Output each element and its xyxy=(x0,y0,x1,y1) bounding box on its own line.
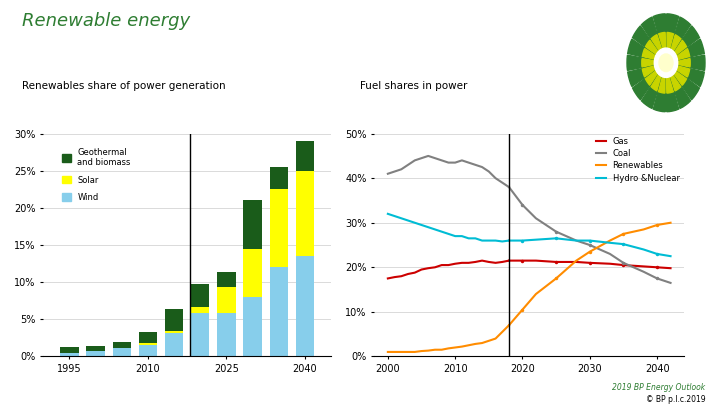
Wedge shape xyxy=(628,39,666,63)
Bar xyxy=(270,267,288,356)
Wedge shape xyxy=(666,63,686,85)
Wedge shape xyxy=(666,40,686,63)
Wedge shape xyxy=(642,49,666,63)
Wedge shape xyxy=(666,32,673,63)
Bar xyxy=(60,347,78,353)
Bar xyxy=(217,272,235,287)
Bar xyxy=(296,171,314,256)
Legend: Gas, Coal, Renewables, Hydro &Nuclear: Gas, Coal, Renewables, Hydro &Nuclear xyxy=(593,133,683,186)
Wedge shape xyxy=(666,49,690,63)
Bar xyxy=(112,341,131,348)
Wedge shape xyxy=(659,63,666,93)
Bar xyxy=(191,284,210,307)
Bar xyxy=(270,189,288,267)
Bar xyxy=(296,141,314,171)
Bar xyxy=(165,309,184,331)
Bar xyxy=(139,332,157,343)
Bar xyxy=(243,200,262,249)
Bar xyxy=(243,249,262,297)
Bar xyxy=(112,348,131,356)
Wedge shape xyxy=(646,63,666,85)
Wedge shape xyxy=(666,63,690,77)
Bar xyxy=(191,307,210,313)
Bar xyxy=(139,343,157,345)
Wedge shape xyxy=(642,17,666,63)
Circle shape xyxy=(654,48,678,77)
Wedge shape xyxy=(666,63,704,87)
Wedge shape xyxy=(646,40,666,63)
Wedge shape xyxy=(666,63,679,112)
Bar xyxy=(191,313,210,356)
Wedge shape xyxy=(627,55,666,70)
Wedge shape xyxy=(666,17,690,63)
Wedge shape xyxy=(666,59,690,67)
Legend: Geothermal
and biomass, Solar, Wind: Geothermal and biomass, Solar, Wind xyxy=(59,145,134,205)
Circle shape xyxy=(659,54,673,72)
Wedge shape xyxy=(651,63,666,91)
Wedge shape xyxy=(659,32,666,63)
Bar xyxy=(60,353,78,356)
Bar xyxy=(296,256,314,356)
Bar xyxy=(217,313,235,356)
Text: Renewable energy: Renewable energy xyxy=(22,12,190,30)
Text: Fuel shares in power: Fuel shares in power xyxy=(360,81,467,91)
Wedge shape xyxy=(666,63,673,93)
Bar xyxy=(139,345,157,356)
Bar xyxy=(86,351,104,356)
Wedge shape xyxy=(666,39,704,63)
Wedge shape xyxy=(628,63,666,87)
Wedge shape xyxy=(666,63,699,100)
Text: © BP p.l.c.2019: © BP p.l.c.2019 xyxy=(646,395,706,404)
Bar xyxy=(243,297,262,356)
Wedge shape xyxy=(651,35,666,63)
Bar xyxy=(270,167,288,189)
Wedge shape xyxy=(653,63,666,112)
Wedge shape xyxy=(666,26,699,63)
Bar xyxy=(86,346,104,351)
Wedge shape xyxy=(666,55,705,70)
Bar xyxy=(165,333,184,356)
Text: Renewables share of power generation: Renewables share of power generation xyxy=(22,81,225,91)
Wedge shape xyxy=(653,14,666,63)
Wedge shape xyxy=(642,59,666,67)
Wedge shape xyxy=(642,63,666,77)
Wedge shape xyxy=(633,63,666,100)
Wedge shape xyxy=(666,35,681,63)
Wedge shape xyxy=(633,26,666,63)
Text: 2019 BP Energy Outlook: 2019 BP Energy Outlook xyxy=(613,383,706,392)
Wedge shape xyxy=(666,63,690,109)
Wedge shape xyxy=(666,63,681,91)
Wedge shape xyxy=(642,63,666,109)
Wedge shape xyxy=(666,14,679,63)
Bar xyxy=(217,287,235,313)
Bar xyxy=(165,331,184,333)
